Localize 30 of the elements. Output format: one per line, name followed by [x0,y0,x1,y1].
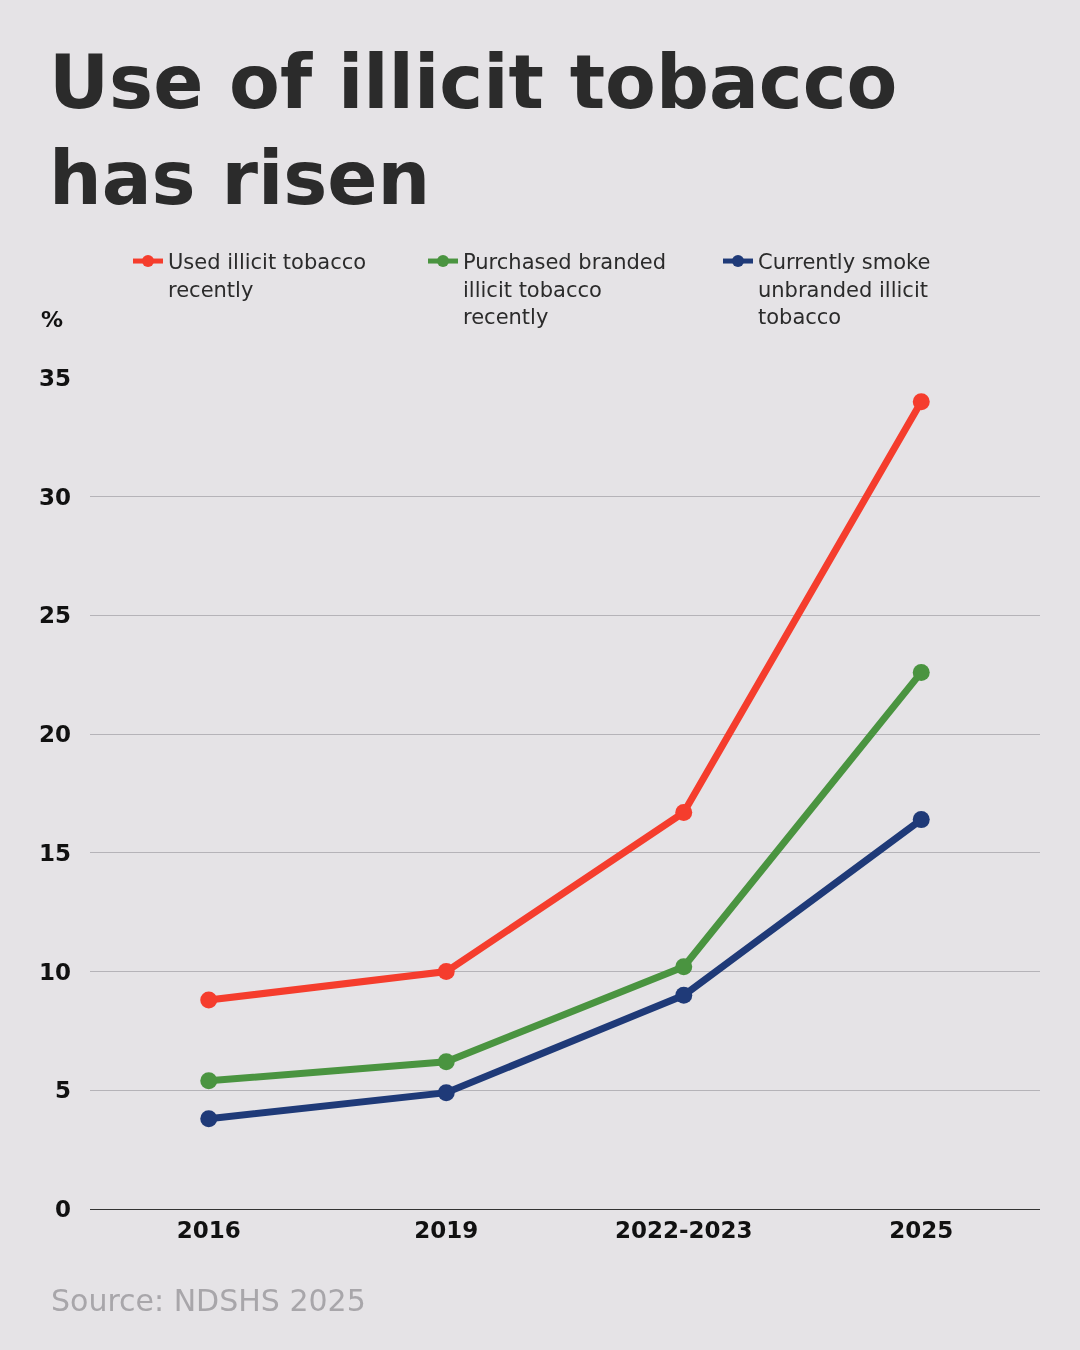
point [437,1084,455,1102]
y-tick-label: 20 [38,721,71,748]
point [912,663,930,681]
point [437,1053,455,1071]
y-tick-label: 35 [38,365,71,392]
legend-label: Purchased branded illicit tobacco recently [463,250,667,329]
x-tick-label: 2022-2023 [614,1216,753,1243]
y-tick-label: 10 [38,958,71,985]
point [675,803,693,821]
x-tick-label: 2025 [889,1216,954,1243]
x-tick-label: 2019 [414,1216,479,1243]
legend-label: Used illicit tobacco recently [168,250,367,302]
point [437,963,455,981]
point [912,811,930,829]
source-note: Source: NDSHS 2025 [51,1283,366,1318]
point [200,1110,218,1128]
point [200,991,218,1009]
y-tick-label: 0 [54,1196,71,1223]
y-tick-label: 5 [54,1077,71,1104]
point [912,393,930,411]
point [675,986,693,1004]
y-tick-label: 30 [38,483,71,510]
legend-label: Currently smoke unbranded illicit tobacco [758,250,931,329]
point [675,958,693,976]
y-tick-label: 25 [38,602,71,629]
chart-title: Use of illicit tobacco has risen [49,39,898,222]
y-axis-title: % [41,307,64,332]
x-tick-label: 2016 [176,1216,241,1243]
point [200,1072,218,1090]
y-tick-label: 15 [38,839,71,866]
